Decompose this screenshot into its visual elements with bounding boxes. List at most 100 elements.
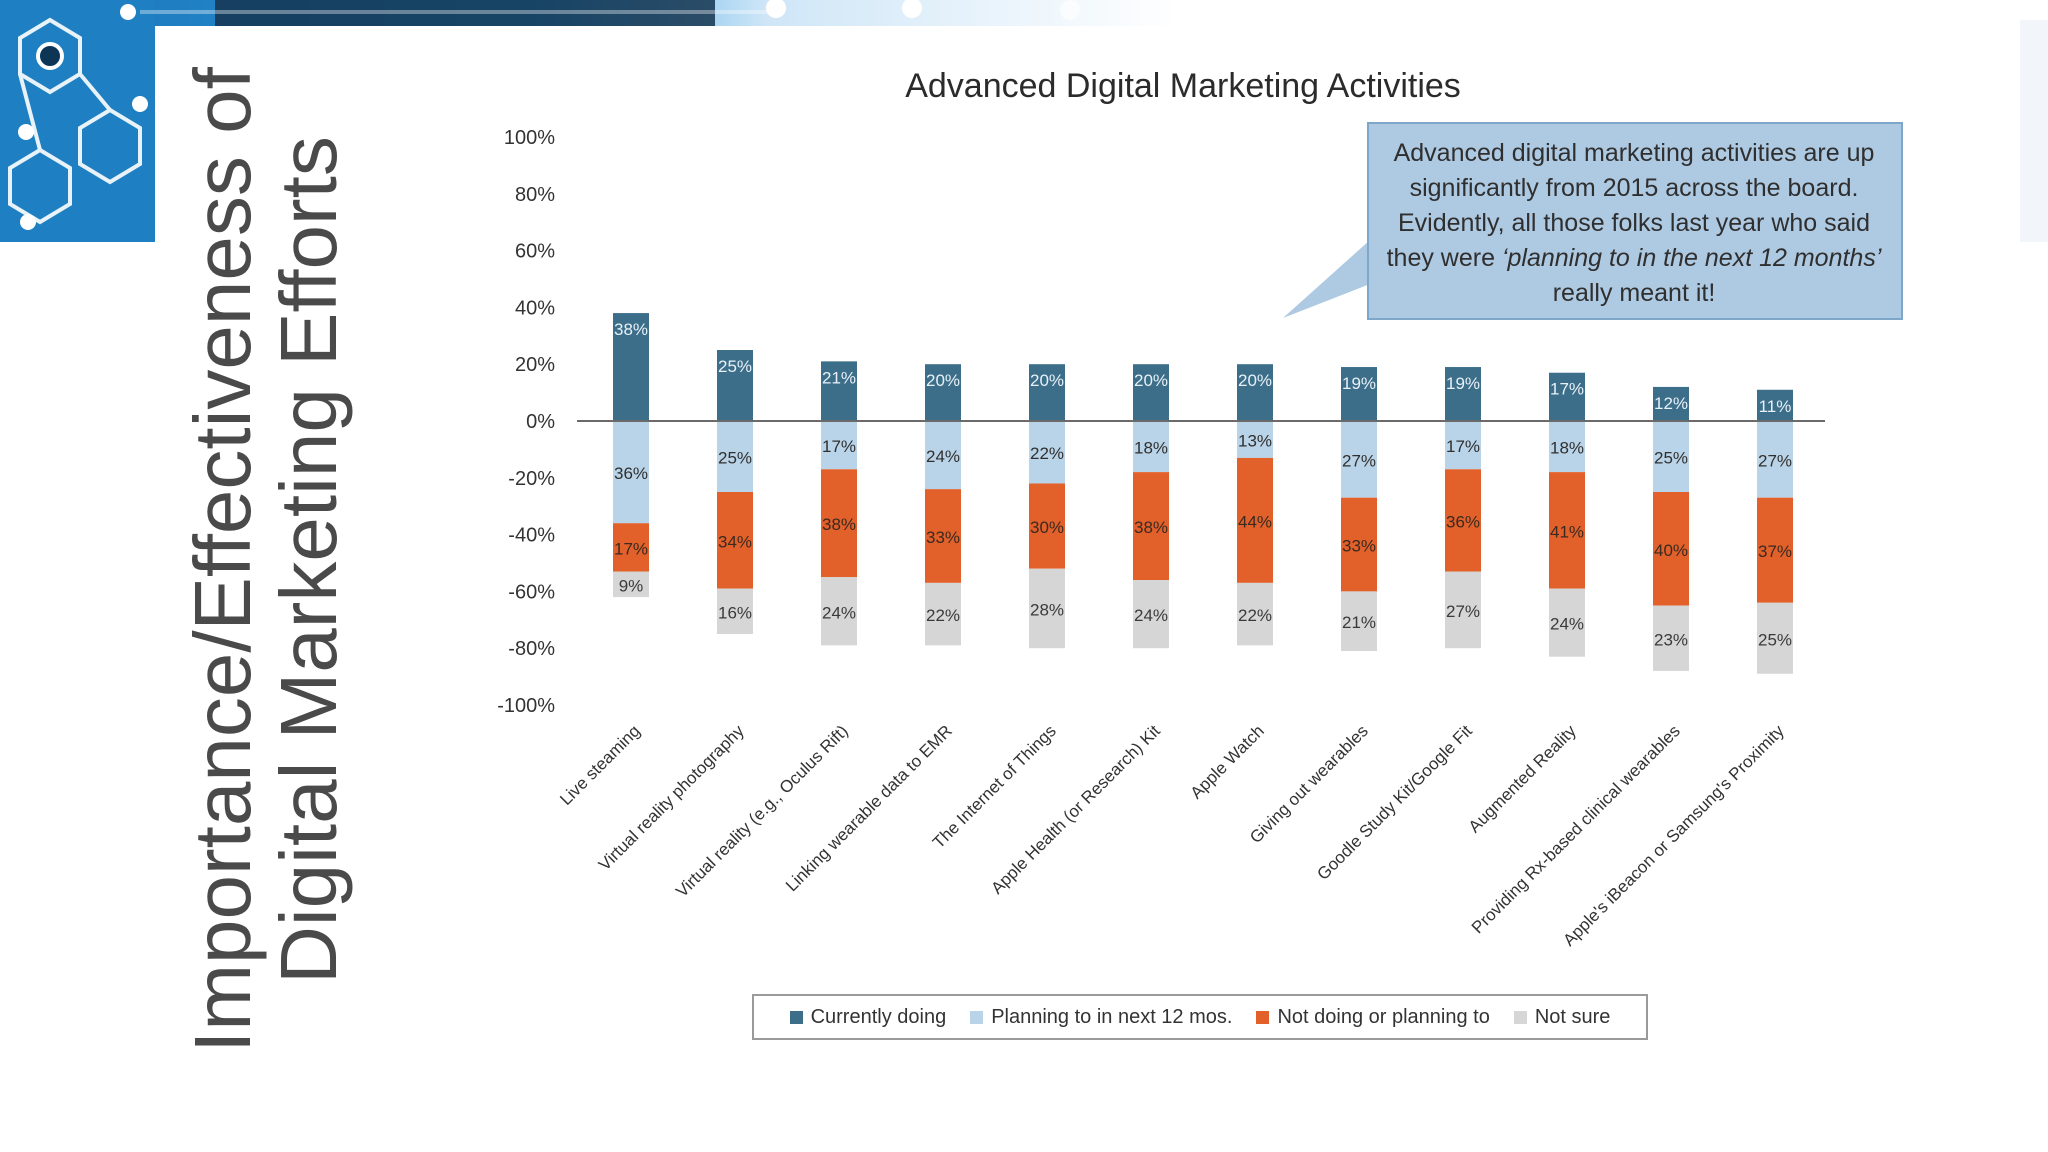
x-category-label: Linking wearable data to EMR <box>782 721 956 895</box>
data-label: 30% <box>1030 518 1064 537</box>
banner-dark-band <box>215 0 715 26</box>
bar-group: 38% 36% 17% 9% <box>613 313 649 598</box>
legend-label: Planning to in next 12 mos. <box>991 1005 1233 1028</box>
bar-segment-not-doing <box>1133 472 1169 581</box>
bar-segment-currently-doing <box>613 313 649 421</box>
bar-segment-not-sure <box>717 588 753 634</box>
data-label: 27% <box>1342 451 1376 470</box>
bar-segment-planning <box>1029 421 1065 484</box>
data-label: 21% <box>1342 613 1376 632</box>
bar-segment-not-doing <box>1341 497 1377 592</box>
bar-group: 21% 17% 38% 24% <box>821 361 857 646</box>
bar-group: 25% 25% 34% 16% <box>717 350 753 634</box>
legend-item: Planning to in next 12 mos. <box>970 1006 1232 1029</box>
bar-segment-planning <box>1445 421 1481 470</box>
bar-segment-currently-doing <box>1341 367 1377 421</box>
bar-segment-currently-doing <box>1445 367 1481 421</box>
y-tick-label: 80% <box>515 184 555 206</box>
bar-segment-not-doing <box>1653 492 1689 606</box>
bar-segment-currently-doing <box>1549 372 1585 421</box>
data-label: 21% <box>822 368 856 387</box>
x-category-label: Virtual reality (e.g., Oculus Rift) <box>672 721 852 901</box>
bar-segment-planning <box>1653 421 1689 492</box>
bar-segment-not-sure <box>1341 591 1377 652</box>
callout-pointer <box>1283 240 1370 318</box>
bar-segment-planning <box>1237 421 1273 458</box>
data-label: 20% <box>1134 371 1168 390</box>
data-label: 19% <box>1446 374 1480 393</box>
legend-item: Not doing or planning to <box>1256 1005 1490 1029</box>
data-label: 28% <box>1030 600 1064 619</box>
bar-segment-not-doing <box>1445 469 1481 572</box>
x-category-label: Apple Health (or Research) Kit <box>987 721 1164 898</box>
y-tick-label: 40% <box>515 297 555 319</box>
bar-segment-not-sure <box>1757 602 1793 674</box>
bar-segment-not-doing <box>1029 483 1065 569</box>
legend-item: Currently doing <box>789 1006 946 1029</box>
x-category-label: Apple's iBeacon or Samsung's Proximity <box>1559 721 1788 950</box>
bar-segment-not-sure <box>1445 571 1481 649</box>
data-label: 27% <box>1446 602 1480 621</box>
callout-background <box>1367 122 1903 320</box>
network-node <box>20 214 36 230</box>
bar-segment-not-sure <box>1549 588 1585 657</box>
bar-segment-not-doing <box>821 469 857 578</box>
bar-segment-planning <box>1341 421 1377 498</box>
legend-label: Not doing or planning to <box>1277 1005 1490 1028</box>
bar-group: 20% 13% 44% 22% <box>1237 364 1273 646</box>
callout-emphasis: ‘planning to in the next 12 months’ <box>1501 243 1882 272</box>
y-tick-label: 100% <box>504 127 555 149</box>
bar-group: 17% 18% 41% 24% <box>1549 372 1585 657</box>
bar-segment-not-sure <box>821 577 857 646</box>
data-label: 24% <box>926 447 960 466</box>
hexagon-network-banner <box>0 0 2048 242</box>
bar-segment-currently-doing <box>1757 389 1793 421</box>
data-label: 37% <box>1758 542 1792 561</box>
data-label: 22% <box>926 606 960 625</box>
x-category-label: Augmented Reality <box>1465 721 1580 836</box>
bar-segment-planning <box>613 421 649 524</box>
bar-segment-not-sure <box>1237 582 1273 646</box>
bar-segment-currently-doing <box>1029 364 1065 421</box>
data-label: 20% <box>1238 371 1272 390</box>
bar-segment-currently-doing <box>1133 364 1169 421</box>
data-label: 27% <box>1758 451 1792 470</box>
data-label: 38% <box>822 515 856 534</box>
data-label: 12% <box>1654 394 1688 413</box>
data-label: 23% <box>1654 630 1688 649</box>
data-label: 17% <box>1550 380 1584 399</box>
callout-text-part: really meant it! <box>1552 278 1716 307</box>
bar-group: 20% 18% 38% 24% <box>1133 364 1169 649</box>
data-label: 25% <box>718 449 752 468</box>
data-label: 9% <box>619 576 644 595</box>
network-node <box>18 124 34 140</box>
network-node <box>766 0 786 18</box>
data-label: 19% <box>1342 374 1376 393</box>
legend-swatch <box>1513 1010 1527 1024</box>
data-label: 17% <box>822 437 856 456</box>
data-label: 25% <box>718 357 752 376</box>
bar-segment-planning <box>717 421 753 492</box>
bar-segment-not-sure <box>1029 568 1065 649</box>
data-label: 44% <box>1238 512 1272 531</box>
bar-segment-planning <box>1549 421 1585 473</box>
bar-group: 12% 25% 40% 23% <box>1653 386 1689 671</box>
legend-label: Not sure <box>1534 1005 1611 1028</box>
data-label: 38% <box>614 320 648 339</box>
data-label: 17% <box>1446 437 1480 456</box>
bar-segment-currently-doing <box>821 361 857 421</box>
bar-segment-not-doing <box>1549 472 1585 589</box>
right-edge-shade <box>2020 20 2048 242</box>
y-tick-label: -60% <box>508 581 555 603</box>
data-label: 17% <box>614 539 648 558</box>
bar-segment-not-doing <box>1757 497 1793 603</box>
data-label: 20% <box>1030 371 1064 390</box>
y-axis: 100% 80% 60% 40% 20% 0% -20% -40% -60% -80% -100% <box>497 127 555 717</box>
y-tick-label: -20% <box>508 468 555 490</box>
y-tick-label: -80% <box>508 638 555 660</box>
bar-segment-currently-doing <box>1237 364 1273 421</box>
legend-item: Not sure <box>1513 1005 1611 1029</box>
network-node <box>132 96 148 112</box>
bar-segment-not-sure <box>925 582 961 646</box>
